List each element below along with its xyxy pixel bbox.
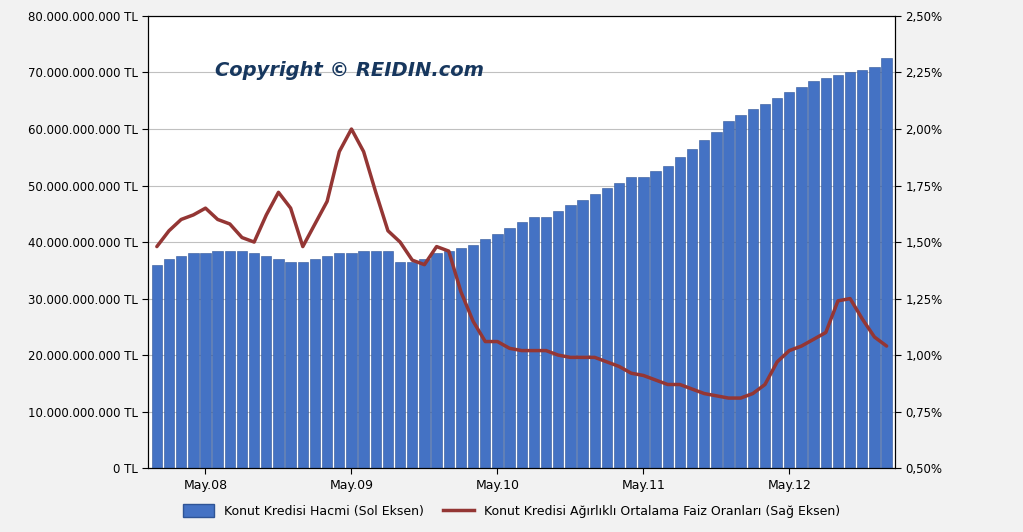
Bar — [772, 98, 783, 468]
Bar — [808, 81, 818, 468]
Bar — [602, 188, 612, 468]
Bar — [589, 194, 599, 468]
Bar — [480, 239, 490, 468]
Bar — [298, 262, 308, 468]
Bar — [504, 228, 515, 468]
Bar — [225, 251, 235, 468]
Bar — [541, 217, 551, 468]
Bar — [176, 256, 186, 468]
Bar — [699, 140, 709, 468]
Bar — [833, 76, 843, 468]
Bar — [614, 182, 624, 468]
Bar — [882, 59, 892, 468]
Bar — [711, 132, 721, 468]
Bar — [261, 256, 271, 468]
Bar — [748, 109, 758, 468]
Legend: Konut Kredisi Hacmi (Sol Eksen), Konut Kredisi Ağırlıklı Ortalama Faiz Oranları : Konut Kredisi Hacmi (Sol Eksen), Konut K… — [178, 500, 845, 523]
Text: Copyright © REIDIN.com: Copyright © REIDIN.com — [216, 61, 485, 80]
Bar — [188, 253, 198, 468]
Bar — [675, 157, 685, 468]
Bar — [468, 245, 478, 468]
Bar — [432, 253, 442, 468]
Bar — [736, 115, 746, 468]
Bar — [566, 205, 576, 468]
Bar — [517, 222, 527, 468]
Bar — [310, 259, 320, 468]
Bar — [419, 259, 430, 468]
Bar — [857, 70, 868, 468]
Bar — [346, 253, 357, 468]
Bar — [151, 265, 162, 468]
Bar — [638, 177, 649, 468]
Bar — [553, 211, 564, 468]
Bar — [358, 251, 368, 468]
Bar — [651, 171, 661, 468]
Bar — [383, 251, 393, 468]
Bar — [273, 259, 283, 468]
Bar — [870, 67, 880, 468]
Bar — [796, 87, 807, 468]
Bar — [456, 248, 466, 468]
Bar — [626, 177, 636, 468]
Bar — [164, 259, 174, 468]
Bar — [213, 251, 223, 468]
Bar — [236, 251, 248, 468]
Bar — [845, 72, 855, 468]
Bar — [322, 256, 332, 468]
Bar — [686, 149, 698, 468]
Bar — [492, 234, 502, 468]
Bar — [577, 200, 587, 468]
Bar — [335, 253, 345, 468]
Bar — [760, 104, 770, 468]
Bar — [201, 253, 211, 468]
Bar — [663, 166, 673, 468]
Bar — [723, 121, 733, 468]
Bar — [285, 262, 296, 468]
Bar — [820, 78, 831, 468]
Bar — [395, 262, 405, 468]
Bar — [529, 217, 539, 468]
Bar — [785, 92, 795, 468]
Bar — [370, 251, 381, 468]
Bar — [407, 262, 417, 468]
Bar — [249, 253, 259, 468]
Bar — [444, 251, 454, 468]
